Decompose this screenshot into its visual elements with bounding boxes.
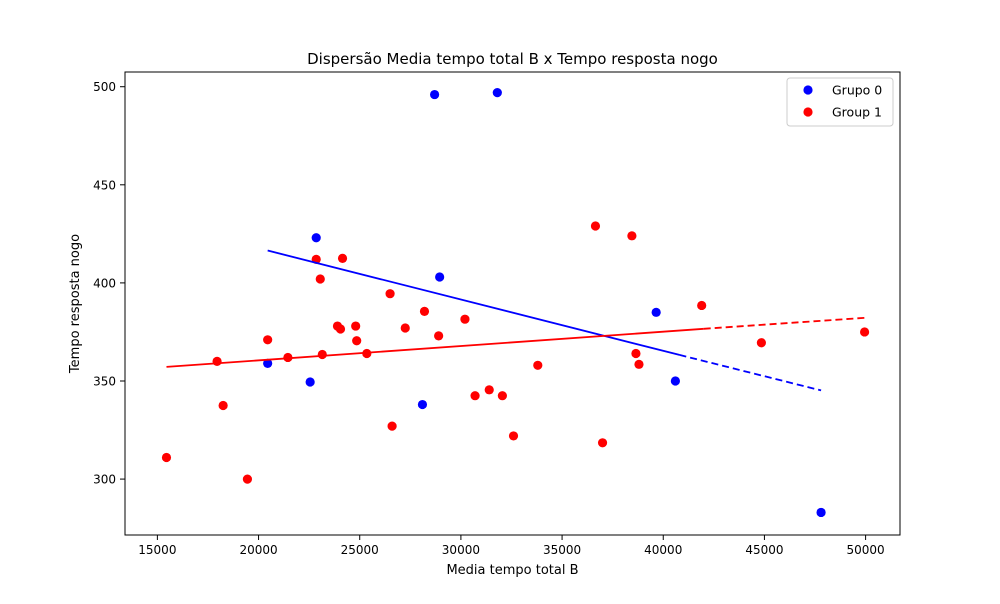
trendline-extension-grupo-0: [679, 354, 822, 392]
data-point-group-1-30: [634, 359, 644, 369]
data-point-group-1-29: [631, 348, 641, 359]
data-point-group-1-19: [434, 331, 444, 341]
x-tick-label: 20000: [239, 543, 277, 557]
data-point-grupo-0-1: [305, 377, 315, 387]
data-point-group-1-23: [497, 391, 507, 401]
data-point-group-1-25: [533, 360, 543, 370]
data-point-group-1-31: [697, 300, 707, 311]
x-tick-label: 45000: [745, 543, 783, 557]
data-point-group-1-13: [352, 336, 362, 346]
data-point-group-1-33: [859, 327, 870, 337]
data-point-group-1-12: [351, 321, 361, 331]
data-point-group-1-26: [590, 221, 601, 231]
y-axis-label: Tempo resposta nogo: [68, 234, 83, 374]
data-point-group-1-21: [470, 391, 480, 401]
data-point-group-1-32: [756, 338, 766, 348]
x-tick-label: 50000: [847, 543, 885, 557]
chart-title: Dispersão Media tempo total B x Tempo re…: [307, 50, 718, 68]
x-tick-label: 25000: [341, 543, 379, 557]
x-tick-label: 30000: [442, 543, 480, 557]
legend-marker-group-1: [803, 107, 813, 117]
trendline-group-1: [166, 327, 704, 368]
y-tick-label: 450: [93, 178, 116, 192]
data-point-group-1-2: [218, 400, 228, 411]
data-point-group-1-4: [263, 335, 273, 345]
x-tick-label: 15000: [138, 543, 176, 557]
legend-label-group-1: Group 1: [832, 105, 882, 120]
plot-area: [161, 88, 870, 518]
legend: Grupo 0 Group 1: [786, 77, 894, 127]
legend-label-grupo-0: Grupo 0: [832, 83, 882, 98]
x-tick-label: 40000: [644, 543, 682, 557]
data-point-grupo-0-5: [435, 272, 445, 282]
data-point-grupo-0-3: [417, 399, 428, 410]
data-point-group-1-16: [387, 421, 397, 431]
data-point-group-1-24: [508, 431, 519, 441]
data-point-grupo-0-0: [263, 358, 273, 368]
data-point-group-1-22: [484, 385, 494, 395]
x-axis-label: Media tempo total B: [446, 563, 578, 578]
data-point-group-1-7: [315, 274, 325, 284]
data-point-group-1-27: [597, 438, 608, 448]
y-tick-label: 500: [93, 80, 116, 94]
axes: 15000 20000 25000 30000 35000 40000 45000 50000…: [93, 71, 901, 557]
plot-frame: [124, 71, 901, 536]
data-point-group-1-15: [385, 289, 395, 299]
data-point-grupo-0-2: [311, 233, 321, 243]
data-point-group-1-17: [400, 323, 410, 333]
data-point-group-1-0: [161, 452, 172, 463]
legend-marker-grupo-0: [803, 85, 813, 95]
data-point-grupo-0-7: [651, 307, 661, 317]
y-tick-label: 300: [93, 473, 116, 487]
y-tick-label: 400: [93, 276, 116, 290]
data-point-group-1-3: [242, 474, 253, 484]
trendline-grupo-0: [267, 249, 680, 356]
data-point-group-1-28: [627, 231, 637, 241]
data-point-grupo-0-8: [670, 376, 680, 386]
data-point-grupo-0-9: [816, 507, 826, 518]
data-point-group-1-18: [419, 306, 430, 316]
data-point-group-1-20: [460, 314, 470, 324]
data-point-group-1-11: [337, 253, 348, 263]
x-tick-label: 35000: [543, 543, 581, 557]
data-point-group-1-10: [335, 324, 346, 334]
data-point-group-1-1: [212, 356, 222, 366]
data-point-grupo-0-6: [492, 88, 502, 98]
y-tick-label: 350: [93, 374, 116, 388]
trendline-extension-group-1: [703, 316, 865, 330]
data-point-group-1-8: [317, 349, 327, 360]
data-point-grupo-0-4: [430, 89, 440, 100]
legend-box: [786, 77, 894, 127]
